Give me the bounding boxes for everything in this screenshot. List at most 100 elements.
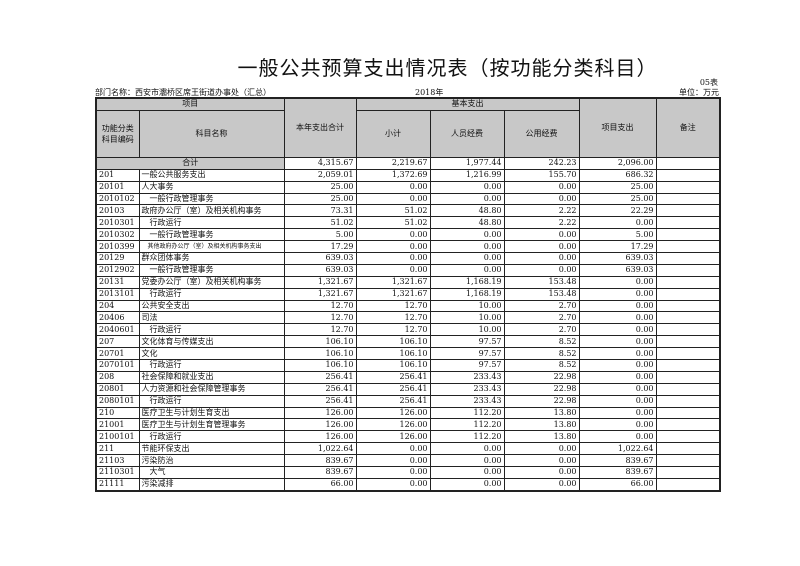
cell: 256.41 bbox=[283, 394, 357, 408]
name-cell: 人大事务 bbox=[138, 180, 285, 194]
cell: 1,372.69 bbox=[355, 168, 431, 182]
remark-cell bbox=[655, 394, 721, 408]
cell: 1,321.67 bbox=[283, 287, 357, 301]
cell: 73.31 bbox=[283, 204, 357, 218]
cell: 0.00 bbox=[355, 180, 431, 194]
code-cell: 20131 bbox=[95, 275, 140, 289]
table-row: 21001 医疗卫生与计划生育管理事务 126.00 126.00 112.20 13.8… bbox=[95, 418, 721, 432]
remark-cell bbox=[655, 454, 721, 468]
name-cell: 污染减排 bbox=[138, 477, 285, 492]
cell: 839.67 bbox=[578, 466, 657, 479]
cell: 0.00 bbox=[578, 382, 657, 396]
remark-cell bbox=[655, 168, 721, 182]
cell: 233.43 bbox=[429, 382, 505, 396]
remark-cell bbox=[655, 192, 721, 206]
code-cell: 2013101 bbox=[95, 287, 140, 301]
code-cell: 208 bbox=[95, 370, 140, 384]
cell: 2.70 bbox=[503, 323, 580, 337]
remark-cell bbox=[655, 180, 721, 194]
cell: 112.20 bbox=[429, 430, 505, 444]
remark-cell bbox=[655, 275, 721, 289]
cell: 0.00 bbox=[578, 359, 657, 372]
cell: 2,096.00 bbox=[578, 156, 657, 170]
cell: 0.00 bbox=[503, 252, 580, 265]
cell: 839.67 bbox=[283, 454, 357, 468]
name-cell: 污染防治 bbox=[138, 454, 285, 468]
cell: 639.03 bbox=[283, 252, 357, 265]
cell: 0.00 bbox=[429, 442, 505, 456]
cell: 51.02 bbox=[355, 204, 431, 218]
cell: 1,168.19 bbox=[429, 287, 505, 301]
cell: 106.10 bbox=[355, 359, 431, 372]
cell: 256.41 bbox=[355, 370, 431, 384]
cell: 0.00 bbox=[355, 263, 431, 277]
remark-cell bbox=[655, 287, 721, 301]
table-row: 20103 政府办公厅（室）及相关机构事务 73.31 51.02 48.80 2.22 2… bbox=[95, 204, 721, 218]
remark-cell bbox=[655, 382, 721, 396]
name-cell: 文化 bbox=[138, 347, 285, 361]
code-cell: 210 bbox=[95, 406, 140, 420]
table-row: 20101 人大事务 25.00 0.00 0.00 0.00 25.00 bbox=[95, 180, 721, 194]
cell: 0.00 bbox=[578, 323, 657, 337]
cell: 639.03 bbox=[578, 252, 657, 265]
table-row: 2010102 一般行政管理事务 25.00 0.00 0.00 0.00 25.00 bbox=[95, 192, 721, 206]
cell: 97.57 bbox=[429, 359, 505, 372]
cell: 0.00 bbox=[503, 263, 580, 277]
cell: 256.41 bbox=[283, 370, 357, 384]
code-cell: 211 bbox=[95, 442, 140, 456]
cell: 153.48 bbox=[503, 287, 580, 301]
cell: 256.41 bbox=[355, 382, 431, 396]
cell: 0.00 bbox=[355, 477, 431, 492]
table-row: 207 文化体育与传媒支出 106.10 106.10 97.57 8.52 0.00 bbox=[95, 335, 721, 349]
code-cell: 201 bbox=[95, 168, 140, 182]
cell: 51.02 bbox=[355, 216, 431, 230]
table-row: 2080101 行政运行 256.41 256.41 233.43 22.98 0.00 bbox=[95, 394, 721, 408]
name-cell: 文化体育与传媒支出 bbox=[138, 335, 285, 349]
cell: 155.70 bbox=[503, 168, 580, 182]
name-cell: 一般行政管理事务 bbox=[138, 263, 285, 277]
remark-cell bbox=[655, 299, 721, 313]
cell: 22.29 bbox=[578, 204, 657, 218]
cell: 0.00 bbox=[429, 252, 505, 265]
table-row: 21111 污染减排 66.00 0.00 0.00 0.00 66.00 bbox=[95, 477, 721, 492]
cell: 0.00 bbox=[578, 311, 657, 325]
table-row: 201 一般公共服务支出 2,059.01 1,372.69 1,216.99 155.7… bbox=[95, 168, 721, 182]
cell: 0.00 bbox=[429, 263, 505, 277]
cell: 22.98 bbox=[503, 394, 580, 408]
year: 2018年 bbox=[415, 88, 444, 97]
remark-cell bbox=[655, 442, 721, 456]
cell: 0.00 bbox=[355, 442, 431, 456]
remark-cell bbox=[655, 477, 721, 492]
info-line: 部门名称：西安市灞桥区席王街道办事处（汇总） 2018年 单位：万元 bbox=[95, 87, 719, 97]
cell: 0.00 bbox=[503, 180, 580, 194]
cell: 1,216.99 bbox=[429, 168, 505, 182]
name-cell: 人力资源和社会保障管理事务 bbox=[138, 382, 285, 396]
table-row: 204 公共安全支出 12.70 12.70 10.00 2.70 0.00 bbox=[95, 299, 721, 313]
table-row: 21103 污染防治 839.67 0.00 0.00 0.00 839.67 bbox=[95, 454, 721, 468]
cell: 0.00 bbox=[578, 347, 657, 361]
name-cell: 公共安全支出 bbox=[138, 299, 285, 313]
cell: 106.10 bbox=[283, 347, 357, 361]
cell: 126.00 bbox=[283, 430, 357, 444]
remark-cell bbox=[655, 204, 721, 218]
cell: 12.70 bbox=[283, 299, 357, 313]
cell: 0.00 bbox=[503, 192, 580, 206]
unit: 单位：万元 bbox=[679, 88, 719, 97]
cell: 256.41 bbox=[283, 382, 357, 396]
name-cell: 医疗卫生与计划生育支出 bbox=[138, 406, 285, 420]
code-cell: 2110301 bbox=[95, 466, 140, 479]
remark-cell bbox=[655, 311, 721, 325]
table-row: 20129 群众团体事务 639.03 0.00 0.00 0.00 639.03 bbox=[95, 252, 721, 265]
cell: 0.00 bbox=[578, 406, 657, 420]
code-cell: 2012902 bbox=[95, 263, 140, 277]
remark-cell bbox=[655, 418, 721, 432]
name-cell: 行政运行 bbox=[138, 359, 285, 372]
cell: 0.00 bbox=[578, 216, 657, 230]
cell: 242.23 bbox=[503, 156, 580, 170]
header-project-expense: 项目支出 bbox=[578, 97, 657, 158]
cell: 2,059.01 bbox=[283, 168, 357, 182]
cell: 8.52 bbox=[503, 335, 580, 349]
code-cell: 20129 bbox=[95, 252, 140, 265]
cell: 0.00 bbox=[578, 299, 657, 313]
table-row: 2110301 大气 839.67 0.00 0.00 0.00 839.67 bbox=[95, 466, 721, 479]
